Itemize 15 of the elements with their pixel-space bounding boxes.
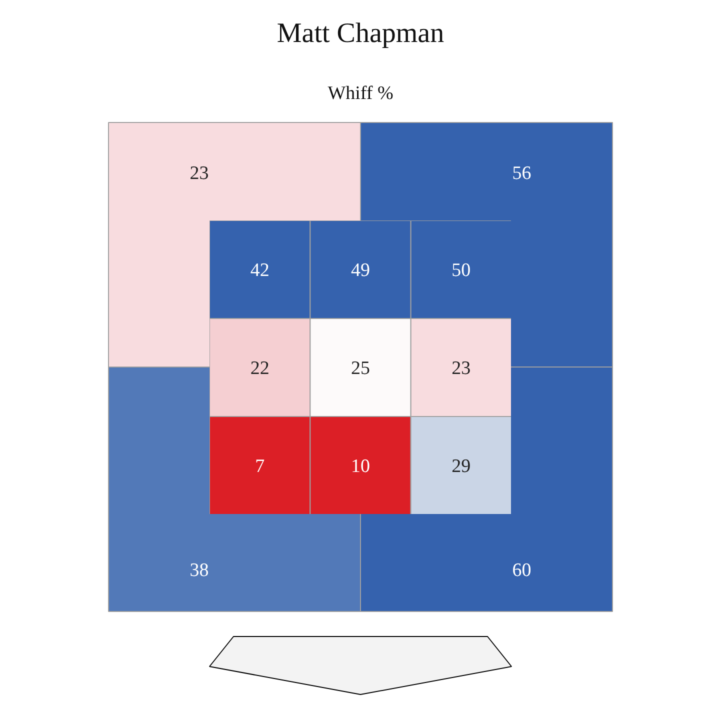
data-label: 50: [452, 260, 471, 281]
data-label: 29: [452, 456, 471, 477]
data-label: 22: [250, 358, 270, 379]
data-label: 49: [351, 260, 370, 281]
data-label: 42: [250, 260, 270, 281]
chart-title: Matt Chapman: [276, 18, 444, 49]
data-label: 38: [190, 560, 209, 581]
data-label: 56: [512, 163, 532, 184]
data-label: 23: [452, 358, 471, 379]
chart-subtitle: Whiff %: [328, 83, 394, 104]
data-label: 23: [190, 163, 209, 184]
data-label: 7: [255, 456, 265, 477]
data-label: 25: [351, 358, 370, 379]
data-label: 60: [512, 560, 532, 581]
data-label: 10: [351, 456, 370, 477]
